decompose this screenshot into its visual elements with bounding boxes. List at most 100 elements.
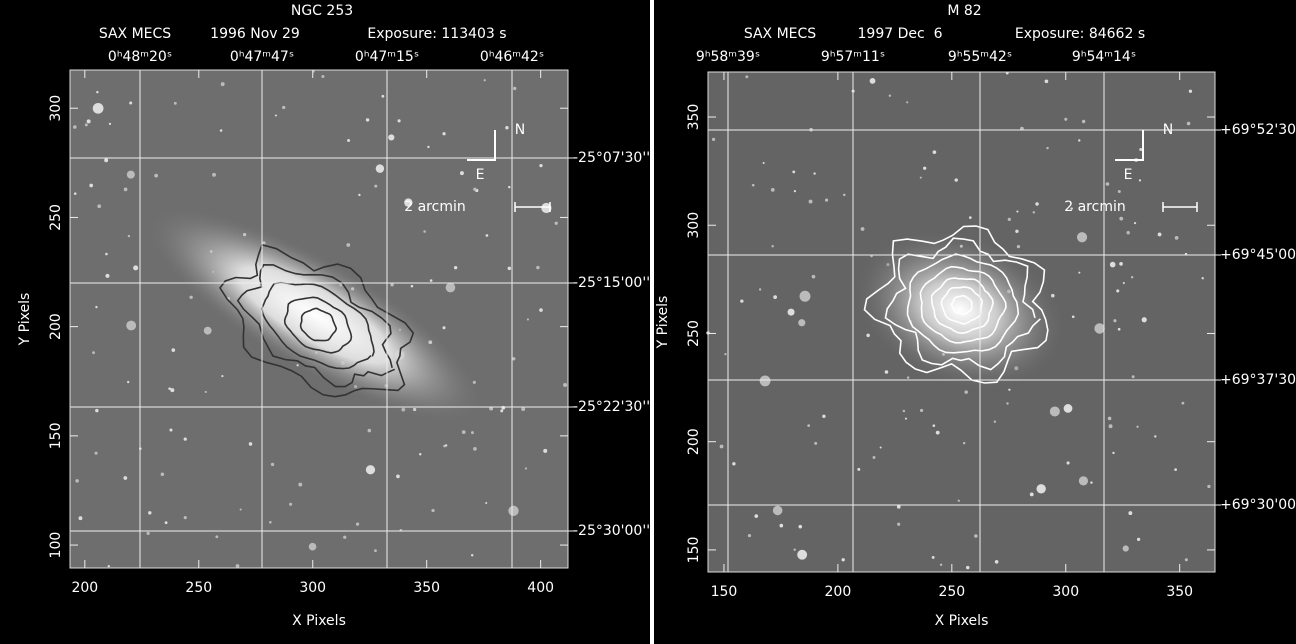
star <box>309 543 317 551</box>
star <box>240 508 242 510</box>
star <box>798 319 805 326</box>
star <box>1006 402 1008 404</box>
star <box>1118 190 1121 193</box>
star <box>1108 417 1112 421</box>
y-tick-label: 250 <box>686 320 702 347</box>
star <box>1112 452 1114 454</box>
star <box>74 192 77 195</box>
star <box>1078 139 1080 141</box>
star <box>374 185 377 188</box>
star <box>798 525 802 529</box>
ra-label: 0ʰ47ᵐ15ˢ <box>355 49 419 65</box>
star <box>903 410 905 412</box>
dec-label: -25°15'00'' <box>573 275 650 291</box>
star <box>940 564 942 566</box>
star <box>154 174 158 178</box>
star <box>964 390 967 393</box>
star <box>454 266 457 269</box>
compass-east: E <box>476 167 485 183</box>
star <box>169 428 172 431</box>
star <box>1158 233 1162 237</box>
star <box>974 534 978 538</box>
star <box>346 243 350 247</box>
star <box>1106 182 1110 186</box>
y-tick-label: 200 <box>48 313 64 340</box>
star <box>773 295 777 299</box>
x-axis-label: X Pixels <box>935 613 989 629</box>
star <box>771 245 773 247</box>
x-tick-label: 250 <box>938 584 965 600</box>
star <box>936 431 940 435</box>
star <box>165 521 168 524</box>
star <box>842 558 845 561</box>
star <box>109 123 111 125</box>
star <box>1067 461 1070 464</box>
panel-title: NGC 253 <box>291 3 353 19</box>
star <box>527 318 529 320</box>
star <box>366 465 375 474</box>
x-tick-label: 350 <box>413 580 440 596</box>
star <box>171 348 175 352</box>
star <box>870 78 876 84</box>
star <box>1175 236 1179 240</box>
star <box>249 442 253 446</box>
star <box>473 447 477 451</box>
star <box>555 222 558 225</box>
star <box>1132 375 1135 378</box>
observation-date: 1997 Dec 6 <box>858 26 943 42</box>
star <box>724 353 726 355</box>
instrument: SAX MECS <box>744 26 816 42</box>
star <box>920 177 922 179</box>
star <box>374 549 377 552</box>
dec-label: +69°52'30'' <box>1220 122 1296 138</box>
star <box>471 431 474 434</box>
star <box>484 79 486 81</box>
x-tick-label: 200 <box>825 584 852 600</box>
x-tick-label: 400 <box>527 580 554 596</box>
star <box>1017 245 1020 248</box>
y-tick-label: 150 <box>686 537 702 564</box>
dec-label: -25°22'30'' <box>573 399 650 415</box>
star <box>866 334 869 337</box>
star <box>1119 217 1123 221</box>
star <box>1035 202 1038 205</box>
y-tick-label: 350 <box>686 104 702 131</box>
star <box>170 388 174 392</box>
star <box>189 296 192 299</box>
star <box>431 509 434 512</box>
star <box>356 523 359 526</box>
star <box>800 291 811 302</box>
star <box>752 184 755 187</box>
star <box>740 299 743 302</box>
star <box>1082 120 1085 123</box>
star <box>212 173 216 177</box>
star <box>133 265 138 270</box>
star <box>754 514 758 518</box>
star <box>792 170 795 173</box>
star <box>995 560 999 564</box>
star <box>473 188 476 191</box>
star <box>108 565 110 567</box>
star <box>443 326 446 329</box>
star <box>215 535 218 538</box>
star <box>963 442 965 444</box>
x-tick-label: 300 <box>299 580 326 596</box>
star <box>269 521 272 524</box>
star <box>732 462 735 465</box>
star <box>381 95 384 98</box>
star <box>1015 230 1018 233</box>
star <box>390 283 393 286</box>
x-tick-label: 250 <box>185 580 212 596</box>
star <box>92 351 95 354</box>
star <box>124 188 128 192</box>
star <box>1142 317 1147 322</box>
scale-bar-label: 2 arcmin <box>1064 199 1125 215</box>
star <box>543 449 547 453</box>
star <box>1077 232 1087 242</box>
star <box>221 82 225 86</box>
star <box>1185 558 1188 561</box>
star <box>1207 485 1210 488</box>
panel: 9ʰ58ᵐ39ˢ9ʰ57ᵐ11ˢ9ʰ55ᵐ42ˢ9ʰ54ᵐ14ˢ+69°52'3… <box>655 3 1296 629</box>
star <box>1134 222 1136 224</box>
